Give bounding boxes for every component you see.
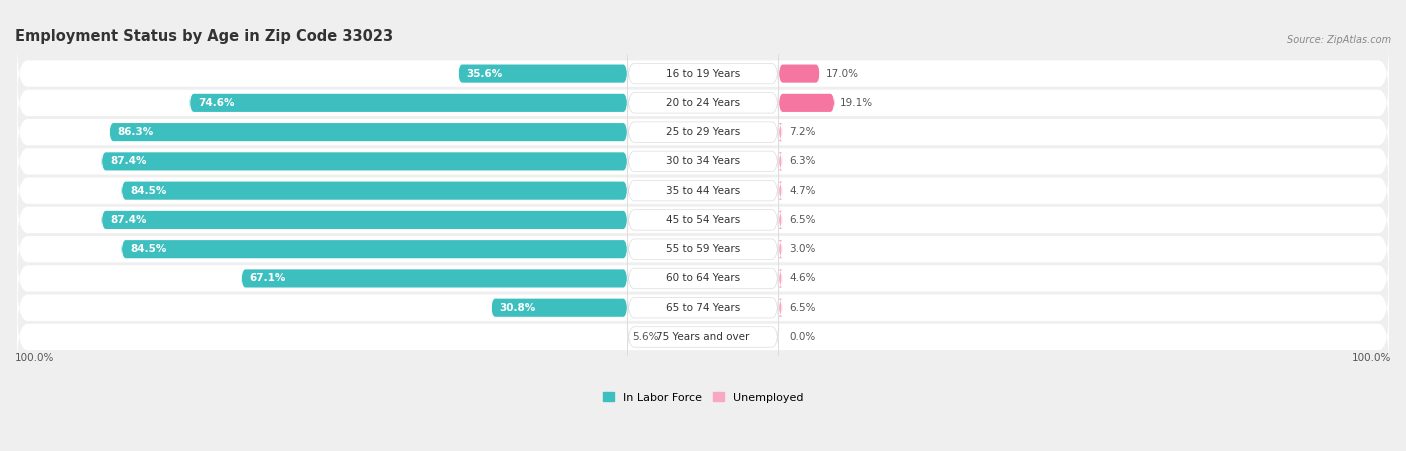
Text: 67.1%: 67.1% xyxy=(250,273,285,283)
Text: 45 to 54 Years: 45 to 54 Years xyxy=(666,215,740,225)
Text: 25 to 29 Years: 25 to 29 Years xyxy=(666,127,740,137)
Text: 100.0%: 100.0% xyxy=(15,353,55,363)
Text: 3.0%: 3.0% xyxy=(789,244,815,254)
FancyBboxPatch shape xyxy=(17,189,1389,251)
FancyBboxPatch shape xyxy=(779,94,834,112)
Text: 35.6%: 35.6% xyxy=(467,69,502,78)
FancyBboxPatch shape xyxy=(242,269,627,288)
FancyBboxPatch shape xyxy=(778,123,783,141)
FancyBboxPatch shape xyxy=(627,113,779,151)
Text: 86.3%: 86.3% xyxy=(118,127,153,137)
Text: 0.0%: 0.0% xyxy=(789,332,815,342)
FancyBboxPatch shape xyxy=(458,64,627,83)
Text: 75 Years and over: 75 Years and over xyxy=(657,332,749,342)
Text: 87.4%: 87.4% xyxy=(110,156,146,166)
Text: 16 to 19 Years: 16 to 19 Years xyxy=(666,69,740,78)
FancyBboxPatch shape xyxy=(122,240,627,258)
FancyBboxPatch shape xyxy=(17,43,1389,104)
FancyBboxPatch shape xyxy=(17,101,1389,163)
Text: 6.5%: 6.5% xyxy=(789,215,815,225)
FancyBboxPatch shape xyxy=(101,211,627,229)
FancyBboxPatch shape xyxy=(110,123,627,141)
Text: 84.5%: 84.5% xyxy=(129,244,166,254)
Legend: In Labor Force, Unemployed: In Labor Force, Unemployed xyxy=(603,392,803,403)
FancyBboxPatch shape xyxy=(627,55,779,92)
FancyBboxPatch shape xyxy=(627,143,779,180)
Text: 20 to 24 Years: 20 to 24 Years xyxy=(666,98,740,108)
FancyBboxPatch shape xyxy=(627,84,779,122)
FancyBboxPatch shape xyxy=(627,230,779,268)
FancyBboxPatch shape xyxy=(778,211,783,229)
Text: 100.0%: 100.0% xyxy=(1351,353,1391,363)
FancyBboxPatch shape xyxy=(779,64,820,83)
FancyBboxPatch shape xyxy=(778,299,783,317)
Text: 5.6%: 5.6% xyxy=(633,332,659,342)
FancyBboxPatch shape xyxy=(190,94,627,112)
FancyBboxPatch shape xyxy=(627,201,779,239)
FancyBboxPatch shape xyxy=(17,218,1389,280)
FancyBboxPatch shape xyxy=(778,152,783,170)
FancyBboxPatch shape xyxy=(778,269,783,288)
Text: Source: ZipAtlas.com: Source: ZipAtlas.com xyxy=(1286,36,1391,46)
FancyBboxPatch shape xyxy=(17,248,1389,309)
FancyBboxPatch shape xyxy=(665,328,703,346)
Text: 4.7%: 4.7% xyxy=(789,186,815,196)
FancyBboxPatch shape xyxy=(778,240,783,258)
FancyBboxPatch shape xyxy=(627,289,779,327)
Text: 84.5%: 84.5% xyxy=(129,186,166,196)
Text: 35 to 44 Years: 35 to 44 Years xyxy=(666,186,740,196)
FancyBboxPatch shape xyxy=(627,318,779,356)
Text: 65 to 74 Years: 65 to 74 Years xyxy=(666,303,740,313)
Text: 55 to 59 Years: 55 to 59 Years xyxy=(666,244,740,254)
Text: 6.5%: 6.5% xyxy=(789,303,815,313)
FancyBboxPatch shape xyxy=(627,259,779,298)
Text: 6.3%: 6.3% xyxy=(789,156,815,166)
Text: 74.6%: 74.6% xyxy=(198,98,235,108)
Text: 30.8%: 30.8% xyxy=(499,303,536,313)
Text: 4.6%: 4.6% xyxy=(789,273,815,283)
FancyBboxPatch shape xyxy=(17,160,1389,221)
Text: 19.1%: 19.1% xyxy=(839,98,873,108)
FancyBboxPatch shape xyxy=(778,182,783,200)
Text: Employment Status by Age in Zip Code 33023: Employment Status by Age in Zip Code 330… xyxy=(15,28,394,44)
Text: 60 to 64 Years: 60 to 64 Years xyxy=(666,273,740,283)
FancyBboxPatch shape xyxy=(17,131,1389,192)
FancyBboxPatch shape xyxy=(122,182,627,200)
FancyBboxPatch shape xyxy=(17,306,1389,368)
FancyBboxPatch shape xyxy=(17,72,1389,133)
FancyBboxPatch shape xyxy=(627,172,779,210)
FancyBboxPatch shape xyxy=(17,277,1389,338)
Text: 7.2%: 7.2% xyxy=(789,127,815,137)
FancyBboxPatch shape xyxy=(491,299,627,317)
FancyBboxPatch shape xyxy=(101,152,627,170)
Text: 17.0%: 17.0% xyxy=(825,69,859,78)
Text: 30 to 34 Years: 30 to 34 Years xyxy=(666,156,740,166)
Text: 87.4%: 87.4% xyxy=(110,215,146,225)
